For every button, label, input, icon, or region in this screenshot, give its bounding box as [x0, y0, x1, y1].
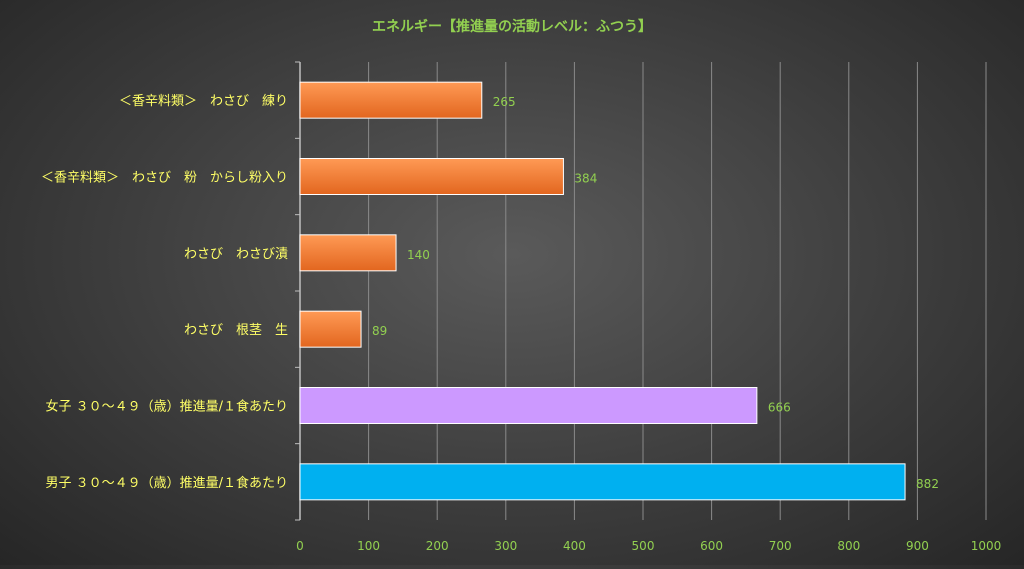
x-tick-label: 900 [906, 539, 929, 553]
x-tick-label: 100 [357, 539, 380, 553]
x-tick-label: 600 [700, 539, 723, 553]
bar [299, 234, 397, 272]
category-label: ＜香辛料類＞ わさび 粉 からし粉入り [41, 171, 288, 186]
chart-title: エネルギー【推進量の活動レベル：ふつう】 [372, 18, 652, 35]
data-label: 140 [407, 248, 430, 262]
category-label: ＜香辛料類＞ わさび 練り [119, 94, 288, 109]
x-tick-label: 200 [426, 539, 449, 553]
category-label: わさび 根茎 生 [184, 323, 288, 338]
category-label: 男子 ３０～４９（歳）推進量/１食あたり [45, 475, 288, 491]
bar [299, 158, 564, 195]
data-label: 666 [768, 401, 791, 415]
data-label: 384 [574, 172, 597, 186]
x-tick-label: 300 [494, 539, 517, 553]
data-label: 882 [916, 477, 939, 491]
bar [299, 81, 483, 119]
bar [299, 387, 758, 424]
data-label: 89 [372, 324, 387, 338]
x-tick-label: 800 [837, 539, 860, 553]
category-label: わさび わさび漬 [184, 247, 288, 262]
data-label: 265 [493, 95, 516, 109]
bar [299, 310, 362, 348]
x-tick-label: 0 [296, 539, 304, 553]
x-tick-label: 700 [769, 539, 792, 553]
x-tick-label: 500 [632, 539, 655, 553]
bar [299, 463, 906, 501]
x-tick-label: 400 [563, 539, 586, 553]
category-label: 女子 ３０～４９（歳）推進量/１食あたり [45, 399, 288, 415]
x-tick-label: 1000 [971, 539, 1002, 553]
